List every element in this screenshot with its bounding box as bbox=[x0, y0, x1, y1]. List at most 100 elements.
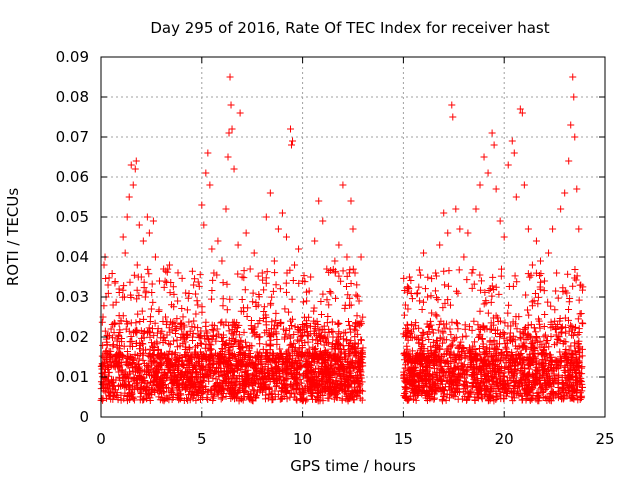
data-point bbox=[427, 292, 435, 300]
data-point bbox=[311, 330, 319, 338]
y-tick-label: 0.05 bbox=[56, 208, 89, 226]
data-point bbox=[298, 321, 306, 329]
data-point bbox=[185, 318, 193, 326]
data-point bbox=[150, 377, 158, 385]
data-point bbox=[174, 365, 182, 373]
data-point bbox=[184, 331, 192, 339]
data-point bbox=[220, 340, 228, 348]
data-point bbox=[151, 319, 159, 327]
data-point bbox=[310, 352, 318, 360]
data-point bbox=[290, 367, 298, 375]
data-point bbox=[319, 217, 327, 225]
data-point bbox=[148, 361, 156, 369]
data-point bbox=[354, 292, 362, 300]
data-point bbox=[561, 189, 569, 197]
data-point bbox=[114, 361, 122, 369]
data-point bbox=[322, 348, 330, 356]
data-point bbox=[541, 277, 549, 285]
data-point bbox=[328, 374, 336, 382]
data-point bbox=[156, 376, 164, 384]
data-point bbox=[310, 317, 318, 325]
data-point bbox=[213, 352, 221, 360]
data-point bbox=[261, 395, 269, 403]
data-point bbox=[248, 342, 256, 350]
data-point bbox=[239, 350, 247, 358]
data-point bbox=[146, 333, 154, 341]
data-point bbox=[241, 369, 249, 377]
data-point bbox=[155, 393, 163, 401]
data-point bbox=[414, 289, 422, 297]
data-point bbox=[256, 317, 264, 325]
data-point bbox=[219, 302, 227, 310]
data-point bbox=[213, 379, 221, 387]
data-point bbox=[119, 381, 127, 389]
data-point bbox=[253, 354, 261, 362]
y-tick-label: 0.01 bbox=[56, 368, 89, 386]
data-point bbox=[115, 312, 123, 320]
data-point bbox=[502, 343, 510, 351]
data-point bbox=[242, 229, 250, 237]
y-tick-labels: 0 0.01 0.02 0.03 0.04 0.05 0.06 0.07 0.08 0.09 bbox=[56, 48, 89, 426]
data-point bbox=[351, 269, 359, 277]
data-point bbox=[342, 329, 350, 337]
data-point bbox=[329, 333, 337, 341]
data-point bbox=[145, 270, 153, 278]
data-point bbox=[576, 310, 584, 318]
data-point bbox=[345, 321, 353, 329]
y-tick-label: 0.08 bbox=[56, 88, 89, 106]
data-point bbox=[286, 325, 294, 333]
data-point bbox=[234, 241, 242, 249]
data-point bbox=[135, 221, 143, 229]
data-point bbox=[504, 322, 512, 330]
data-point bbox=[282, 279, 290, 287]
data-point bbox=[193, 297, 201, 305]
data-point bbox=[136, 318, 144, 326]
data-point bbox=[197, 332, 205, 340]
data-point bbox=[204, 149, 212, 157]
data-point bbox=[98, 380, 106, 388]
data-point bbox=[274, 225, 282, 233]
data-point bbox=[258, 353, 266, 361]
x-tick-label: 15 bbox=[394, 430, 413, 448]
data-point bbox=[509, 282, 517, 290]
data-point bbox=[468, 269, 476, 277]
data-point bbox=[156, 350, 164, 358]
data-point bbox=[341, 388, 349, 396]
data-point bbox=[339, 373, 347, 381]
data-point bbox=[342, 355, 350, 363]
data-point bbox=[202, 318, 210, 326]
data-point bbox=[433, 312, 441, 320]
data-point bbox=[551, 306, 559, 314]
data-point bbox=[258, 359, 266, 367]
data-point bbox=[220, 376, 228, 384]
data-point bbox=[194, 324, 202, 332]
data-point bbox=[219, 394, 227, 402]
data-point bbox=[115, 368, 123, 376]
data-point bbox=[140, 334, 148, 342]
data-point bbox=[504, 161, 512, 169]
data-point bbox=[299, 390, 307, 398]
data-point bbox=[545, 249, 553, 257]
data-point bbox=[169, 390, 177, 398]
data-point bbox=[177, 369, 185, 377]
data-point bbox=[217, 319, 225, 327]
data-point bbox=[534, 293, 542, 301]
data-point bbox=[346, 294, 354, 302]
data-point bbox=[202, 340, 210, 348]
data-point bbox=[429, 329, 437, 337]
data-point bbox=[403, 342, 411, 350]
data-point bbox=[350, 344, 358, 352]
data-point bbox=[270, 376, 278, 384]
data-point bbox=[225, 350, 233, 358]
data-point bbox=[180, 383, 188, 391]
data-point bbox=[317, 375, 325, 383]
chart-title: Day 295 of 2016, Rate Of TEC Index for r… bbox=[150, 19, 549, 37]
data-point bbox=[226, 295, 234, 303]
data-point bbox=[136, 396, 144, 404]
data-point bbox=[200, 374, 208, 382]
data-point bbox=[526, 273, 534, 281]
data-point bbox=[271, 321, 279, 329]
data-point bbox=[139, 329, 147, 337]
data-point bbox=[295, 245, 303, 253]
data-point bbox=[441, 324, 449, 332]
